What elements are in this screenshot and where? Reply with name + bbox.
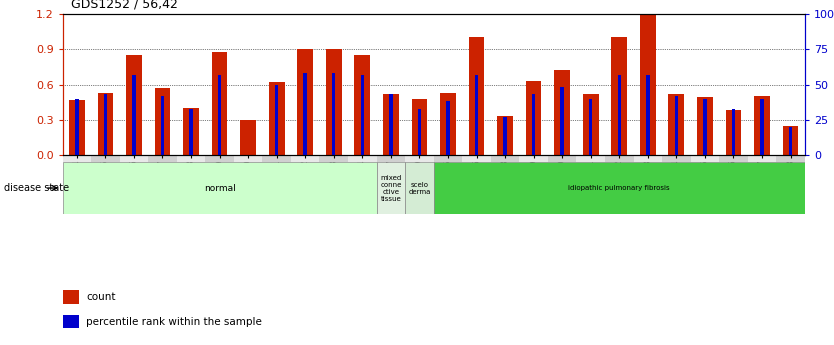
Bar	[360, 75, 364, 155]
Bar	[63, 315, 79, 328]
Bar	[440, 93, 456, 155]
Bar	[98, 93, 113, 155]
Bar	[754, 96, 770, 155]
Bar	[218, 75, 221, 155]
Bar	[298, 49, 313, 155]
Bar	[161, 96, 164, 155]
Bar	[731, 109, 735, 155]
Bar	[646, 75, 650, 155]
Bar	[583, 94, 599, 155]
Text: count: count	[86, 292, 115, 302]
Bar	[326, 49, 342, 155]
Bar	[782, 126, 798, 155]
Bar	[126, 55, 142, 155]
FancyBboxPatch shape	[63, 162, 377, 214]
Bar	[469, 37, 485, 155]
Bar	[555, 70, 570, 155]
Bar	[304, 73, 307, 155]
Bar	[103, 95, 107, 155]
Text: disease state: disease state	[4, 183, 69, 193]
Text: percentile rank within the sample: percentile rank within the sample	[86, 317, 262, 326]
Bar	[418, 109, 421, 155]
Bar	[789, 127, 792, 155]
Bar	[669, 94, 684, 155]
Bar	[269, 82, 284, 155]
Bar	[69, 100, 85, 155]
Text: normal: normal	[203, 184, 235, 193]
Bar	[189, 109, 193, 155]
Bar	[697, 98, 713, 155]
Bar	[761, 99, 764, 155]
Bar	[212, 51, 228, 155]
FancyBboxPatch shape	[405, 162, 434, 214]
Bar	[354, 55, 370, 155]
Bar	[475, 75, 478, 155]
Text: scelo
derma: scelo derma	[408, 181, 430, 195]
Bar	[611, 37, 627, 155]
Bar	[726, 110, 741, 155]
Bar	[240, 120, 256, 155]
FancyBboxPatch shape	[434, 162, 805, 214]
Bar	[63, 290, 79, 304]
Bar	[154, 88, 170, 155]
Bar	[332, 73, 335, 155]
Bar	[560, 87, 564, 155]
Text: idiopathic pulmonary fibrosis: idiopathic pulmonary fibrosis	[569, 185, 670, 191]
Bar	[275, 85, 279, 155]
Bar	[589, 99, 592, 155]
Bar	[446, 101, 450, 155]
Bar	[617, 75, 621, 155]
Bar	[133, 75, 136, 155]
Bar	[703, 99, 706, 155]
Bar	[183, 108, 198, 155]
Bar	[532, 95, 535, 155]
Text: GDS1252 / 56,42: GDS1252 / 56,42	[71, 0, 178, 10]
Bar	[383, 94, 399, 155]
Bar	[75, 99, 78, 155]
FancyBboxPatch shape	[377, 162, 405, 214]
Bar	[675, 96, 678, 155]
Bar	[389, 95, 393, 155]
Bar	[640, 14, 656, 155]
Bar	[504, 117, 507, 155]
Bar	[411, 99, 427, 155]
Bar	[497, 116, 513, 155]
Bar	[525, 81, 541, 155]
Text: mixed
conne
ctive
tissue: mixed conne ctive tissue	[380, 175, 401, 201]
